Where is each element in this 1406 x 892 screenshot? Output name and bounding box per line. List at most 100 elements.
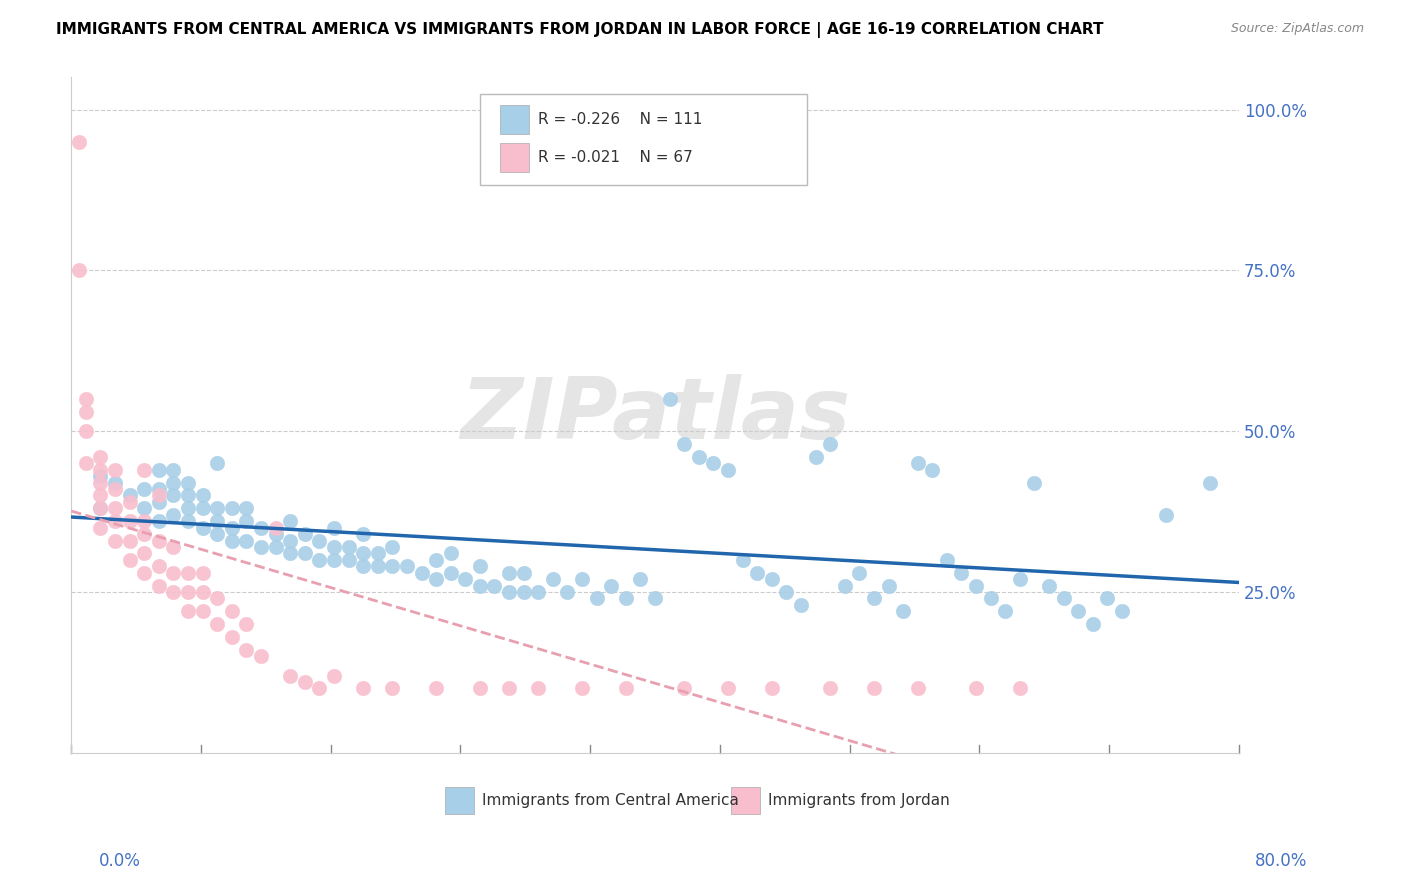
Point (527, 585, 550, 599)
Point (191, 585, 214, 599)
Point (1024, 475, 1046, 490)
Point (323, 540, 346, 554)
Text: Source: ZipAtlas.com: Source: ZipAtlas.com (1230, 22, 1364, 36)
Point (468, 559, 491, 574)
Point (950, 566, 973, 580)
Point (148, 463, 170, 477)
Point (221, 630, 243, 644)
FancyBboxPatch shape (444, 787, 474, 814)
Point (89, 488, 111, 502)
Point (89, 475, 111, 490)
Point (118, 533, 141, 548)
Point (367, 559, 389, 574)
Point (498, 681, 520, 696)
Point (294, 527, 316, 541)
Point (191, 501, 214, 516)
Point (264, 527, 287, 541)
Point (1154, 508, 1177, 522)
Point (1081, 617, 1104, 632)
Point (75, 405, 97, 419)
Point (205, 617, 228, 632)
Point (688, 450, 710, 464)
Point (440, 546, 463, 560)
Point (381, 559, 404, 574)
Text: R = -0.226    N = 111: R = -0.226 N = 111 (538, 112, 703, 128)
Point (512, 585, 534, 599)
Point (148, 533, 170, 548)
Point (118, 488, 141, 502)
Point (557, 585, 579, 599)
Point (177, 585, 200, 599)
Point (221, 521, 243, 535)
Point (278, 514, 301, 528)
Point (994, 604, 1017, 618)
Point (118, 553, 141, 567)
Point (294, 546, 316, 560)
Point (134, 566, 156, 580)
Point (818, 437, 841, 451)
Point (250, 649, 273, 664)
Point (863, 591, 886, 606)
Point (323, 668, 346, 682)
Point (1097, 591, 1119, 606)
Point (162, 463, 184, 477)
Point (1053, 591, 1076, 606)
Point (1111, 604, 1133, 618)
Point (104, 514, 127, 528)
Point (104, 501, 127, 516)
Point (191, 604, 214, 618)
Point (221, 533, 243, 548)
Text: 0.0%: 0.0% (98, 852, 141, 870)
Point (834, 578, 856, 592)
Point (498, 585, 520, 599)
Point (614, 681, 637, 696)
Point (381, 681, 404, 696)
Text: R = -0.021    N = 67: R = -0.021 N = 67 (538, 150, 693, 165)
Point (148, 578, 170, 592)
Point (162, 475, 184, 490)
Point (323, 553, 346, 567)
Point (235, 514, 257, 528)
Point (863, 681, 886, 696)
Point (484, 578, 506, 592)
Point (148, 488, 170, 502)
Point (367, 546, 389, 560)
Point (425, 681, 447, 696)
Point (148, 495, 170, 509)
Point (673, 437, 696, 451)
Point (411, 566, 433, 580)
Y-axis label: In Labor Force | Age 16-19: In Labor Force | Age 16-19 (0, 305, 8, 524)
Point (571, 681, 593, 696)
Point (761, 681, 783, 696)
Point (527, 681, 550, 696)
Point (1008, 681, 1031, 696)
Point (134, 527, 156, 541)
Point (921, 463, 943, 477)
Text: Immigrants from Jordan: Immigrants from Jordan (768, 792, 950, 807)
Point (191, 521, 214, 535)
Point (67, 135, 90, 149)
Point (75, 392, 97, 406)
Point (278, 668, 301, 682)
Text: 80.0%: 80.0% (1256, 852, 1308, 870)
Point (104, 463, 127, 477)
Point (177, 501, 200, 516)
Point (205, 514, 228, 528)
Point (134, 501, 156, 516)
Point (571, 572, 593, 586)
Point (308, 553, 330, 567)
Point (134, 482, 156, 496)
Point (907, 681, 929, 696)
Point (614, 591, 637, 606)
Point (89, 501, 111, 516)
Point (600, 578, 623, 592)
Point (498, 566, 520, 580)
Point (177, 514, 200, 528)
Point (818, 681, 841, 696)
Point (221, 604, 243, 618)
Point (352, 681, 374, 696)
Point (425, 553, 447, 567)
Point (264, 521, 287, 535)
Point (644, 591, 666, 606)
Point (104, 475, 127, 490)
